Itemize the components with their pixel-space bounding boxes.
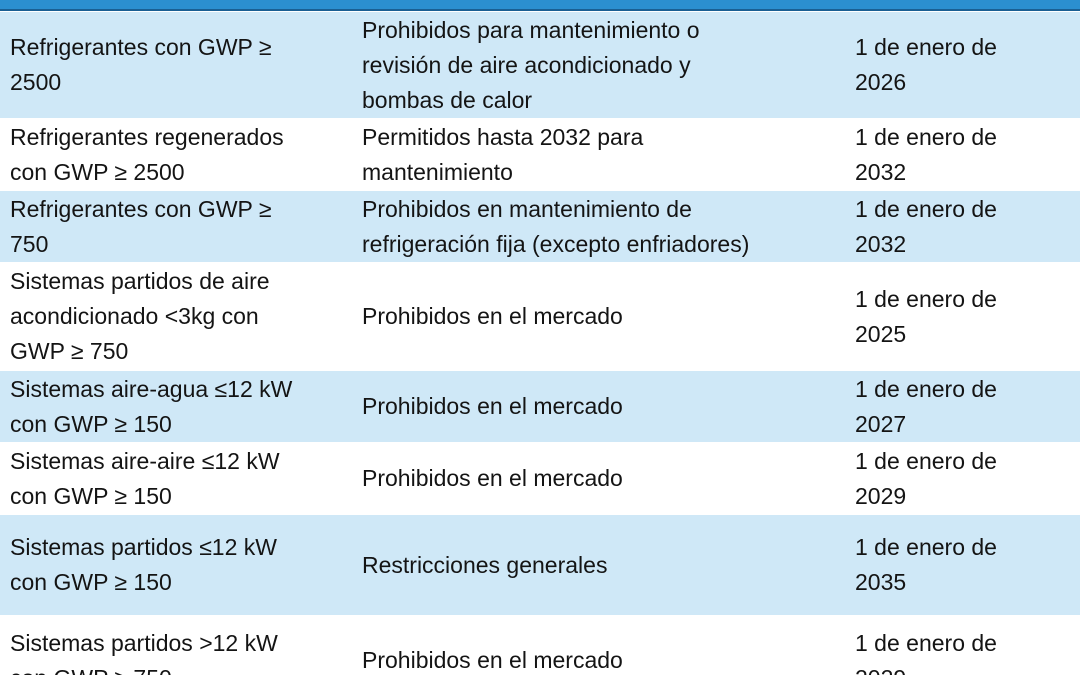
cell-text: con GWP ≥ 2500 xyxy=(10,158,185,185)
cell-text: Refrigerantes regenerados xyxy=(10,123,284,150)
table-cell: Prohibidos en el mercado xyxy=(352,262,845,371)
table-row: Sistemas partidos ≤12 kW con GWP ≥ 150 Res… xyxy=(0,514,1080,616)
table-row: Refrigerantes regenerados con GWP ≥ 2500 P… xyxy=(0,118,1080,191)
table-cell: 1 de enero de 2027 xyxy=(845,370,1080,443)
cell-text: con GWP ≥ 150 xyxy=(10,482,172,509)
cell-text: 2035 xyxy=(855,569,907,595)
cell-text: Prohibidos en el mercado xyxy=(362,303,623,329)
cell-text: Sistemas aire-aire ≤12 kW xyxy=(10,447,280,474)
table-cell: 1 de enero de 2025 xyxy=(845,262,1080,371)
table-row: Sistemas aire-aire ≤12 kW con GWP ≥ 150 Pr… xyxy=(0,442,1080,515)
table-cell: 1 de enero de 2035 xyxy=(845,514,1080,616)
cell-text: 2500 xyxy=(10,69,62,95)
cell-text: bombas de calor xyxy=(362,86,533,113)
cell-text: 1 de enero de xyxy=(855,285,997,312)
table-header xyxy=(0,0,1080,11)
cell-text: Prohibidos para mantenimiento o xyxy=(362,16,700,43)
cell-text: 750 xyxy=(10,230,49,257)
table-row: Sistemas partidos de aire acondicionado <… xyxy=(0,262,1080,371)
cell-text: Sistemas partidos >12 kW xyxy=(10,629,278,656)
cell-text: acondicionado <3kg con xyxy=(10,303,259,329)
table-cell: Refrigerantes regenerados con GWP ≥ 2500 xyxy=(0,118,352,191)
table-cell: 1 de enero de 2029 xyxy=(845,442,1080,515)
cell-text: 1 de enero de xyxy=(855,629,997,656)
cell-text: Sistemas partidos ≤12 kW xyxy=(10,534,277,560)
table-cell: Refrigerantes con GWP ≥ 750 xyxy=(0,190,352,263)
cell-text: 1 de enero de xyxy=(855,447,997,474)
cell-text: Refrigerantes con GWP ≥ xyxy=(10,195,272,222)
cell-text: Permitidos hasta 2032 para xyxy=(362,123,644,150)
table-row: Refrigerantes con GWP ≥ 2500 Prohibidos pa… xyxy=(0,11,1080,119)
cell-text: revisión de aire acondicionado y xyxy=(362,51,691,78)
cell-text: 1 de enero de xyxy=(855,195,997,222)
cell-text: refrigeración fija (excepto enfriadores) xyxy=(362,230,750,257)
cell-text: 2029 xyxy=(855,482,907,509)
cell-text: con GWP ≥ 150 xyxy=(10,569,172,595)
cell-text: con GWP ≥ 750 xyxy=(10,661,352,675)
table-cell: Sistemas aire-aire ≤12 kW con GWP ≥ 150 xyxy=(0,442,352,515)
table-cell: Sistemas partidos ≤12 kW con GWP ≥ 150 xyxy=(0,514,352,616)
table-cell: 1 de enero de 2032 xyxy=(845,118,1080,191)
table-row: Refrigerantes con GWP ≥ 750 Prohibidos en … xyxy=(0,190,1080,263)
cell-text: Prohibidos en mantenimiento de xyxy=(362,195,692,222)
table-cell: 1 de enero de 2029 xyxy=(845,615,1080,675)
table-cell: Permitidos hasta 2032 para mantenimiento xyxy=(352,118,845,191)
cell-text: Refrigerantes con GWP ≥ xyxy=(10,34,272,60)
table-cell: Sistemas partidos >12 kW con GWP ≥ 750 xyxy=(0,615,352,675)
table-cell: Prohibidos en el mercado xyxy=(352,615,845,675)
cell-text: mantenimiento xyxy=(362,158,513,185)
table-cell: Sistemas aire-agua ≤12 kW con GWP ≥ 150 xyxy=(0,370,352,443)
cell-text: 1 de enero de xyxy=(855,534,997,560)
table-cell: 1 de enero de 2032 xyxy=(845,190,1080,263)
cell-text: 2026 xyxy=(855,69,907,95)
table-cell: Restricciones generales xyxy=(352,514,845,616)
cell-text: con GWP ≥ 150 xyxy=(10,410,172,437)
table-cell: Prohibidos en el mercado xyxy=(352,442,845,515)
cell-text: 1 de enero de xyxy=(855,34,997,60)
cell-text: Sistemas partidos de aire xyxy=(10,268,270,294)
table-row: Sistemas aire-agua ≤12 kW con GWP ≥ 150 Pr… xyxy=(0,370,1080,443)
cell-text: Prohibidos en el mercado xyxy=(362,647,623,674)
table-cell: 1 de enero de 2026 xyxy=(845,11,1080,119)
table-cell: Sistemas partidos de aire acondicionado <… xyxy=(0,262,352,371)
table: Refrigerantes con GWP ≥ 2500 Prohibidos pa… xyxy=(0,11,1080,675)
table-row: Sistemas partidos >12 kW con GWP ≥ 750 Pro… xyxy=(0,615,1080,675)
table-cell: Prohibidos para mantenimiento o revisión … xyxy=(352,11,845,119)
cell-text: 1 de enero de xyxy=(855,123,997,150)
cell-text: 1 de enero de xyxy=(855,375,997,402)
cell-text: Prohibidos en el mercado xyxy=(362,393,623,419)
cell-text: 2029 xyxy=(855,661,1080,675)
cell-text: 2025 xyxy=(855,320,907,347)
cell-text: 2032 xyxy=(855,158,907,185)
cell-text: 2027 xyxy=(855,410,907,437)
table-cell: Prohibidos en el mercado xyxy=(352,370,845,443)
table-cell: Refrigerantes con GWP ≥ 2500 xyxy=(0,11,352,119)
table-cell: Prohibidos en mantenimiento de refrigerac… xyxy=(352,190,845,263)
cell-text: Restricciones generales xyxy=(362,551,608,578)
cell-text: GWP ≥ 750 xyxy=(10,338,129,364)
cell-text: Prohibidos en el mercado xyxy=(362,465,623,491)
cell-text: 2032 xyxy=(855,230,907,257)
cell-text: Sistemas aire-agua ≤12 kW xyxy=(10,375,293,402)
